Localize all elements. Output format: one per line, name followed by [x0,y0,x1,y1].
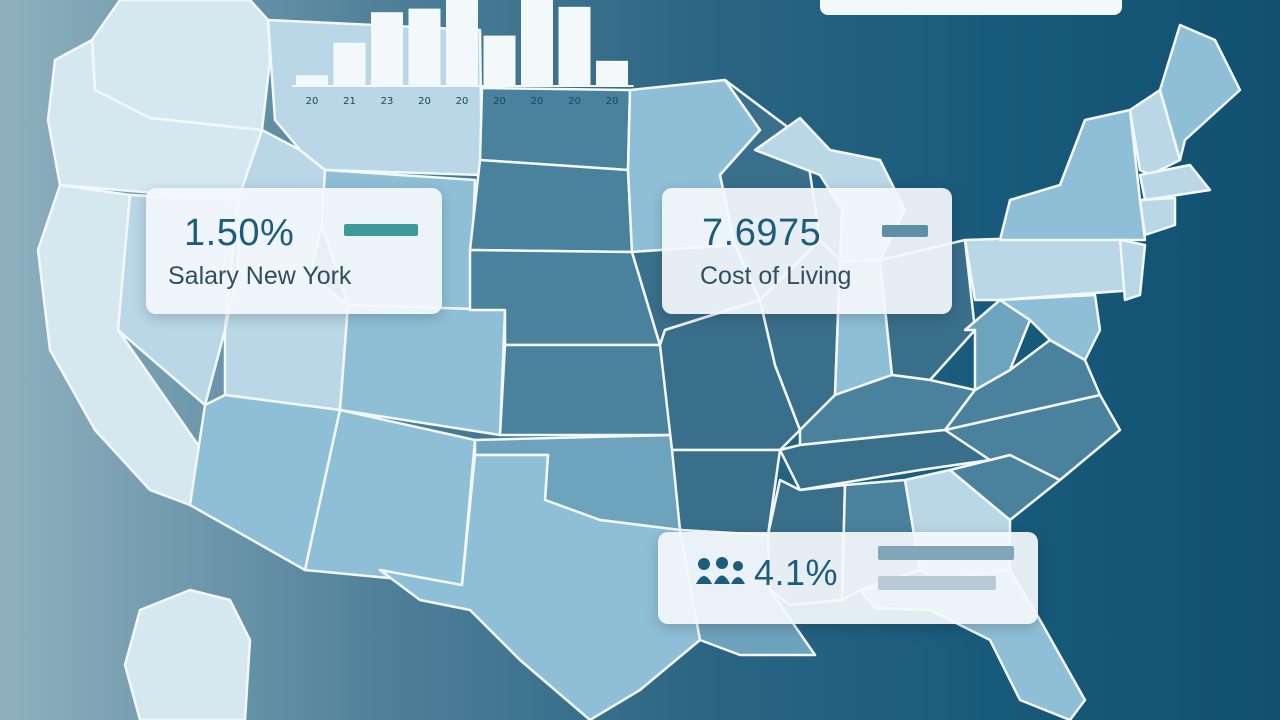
top-info-card [820,0,1122,15]
salary-card[interactable]: 1.50% Salary New York [146,188,442,314]
state-vermont-nh[interactable] [1128,88,1182,177]
growth-card[interactable]: 4.1% [658,532,1038,624]
state-connecticut[interactable] [1138,196,1177,237]
salary-bar [344,224,418,236]
state-alaska[interactable] [123,588,252,720]
cost-value: 7.6975 [702,212,822,254]
growth-bar-1 [878,546,1014,560]
cost-card[interactable]: 7.6975 Cost of Living [662,188,952,314]
state-new-york[interactable] [998,108,1147,242]
salary-value: 1.50% [184,212,295,254]
cost-bar [882,225,928,237]
cost-label: Cost of Living [700,262,852,290]
growth-bar-2 [878,576,996,590]
state-maryland[interactable] [998,293,1102,362]
state-south-dakota[interactable] [468,158,634,254]
growth-value: 4.1% [754,552,839,593]
state-new-jersey[interactable] [1118,238,1147,302]
state-pennsylvania[interactable] [963,233,1137,302]
people-icon [696,557,745,584]
state-kansas[interactable] [498,343,674,437]
state-north-dakota[interactable] [478,86,632,172]
state-maine[interactable] [1158,23,1242,162]
state-arkansas[interactable] [670,448,782,537]
state-texas[interactable] [378,453,702,720]
salary-label: Salary New York [168,262,352,290]
state-massachusetts[interactable] [1138,163,1212,202]
